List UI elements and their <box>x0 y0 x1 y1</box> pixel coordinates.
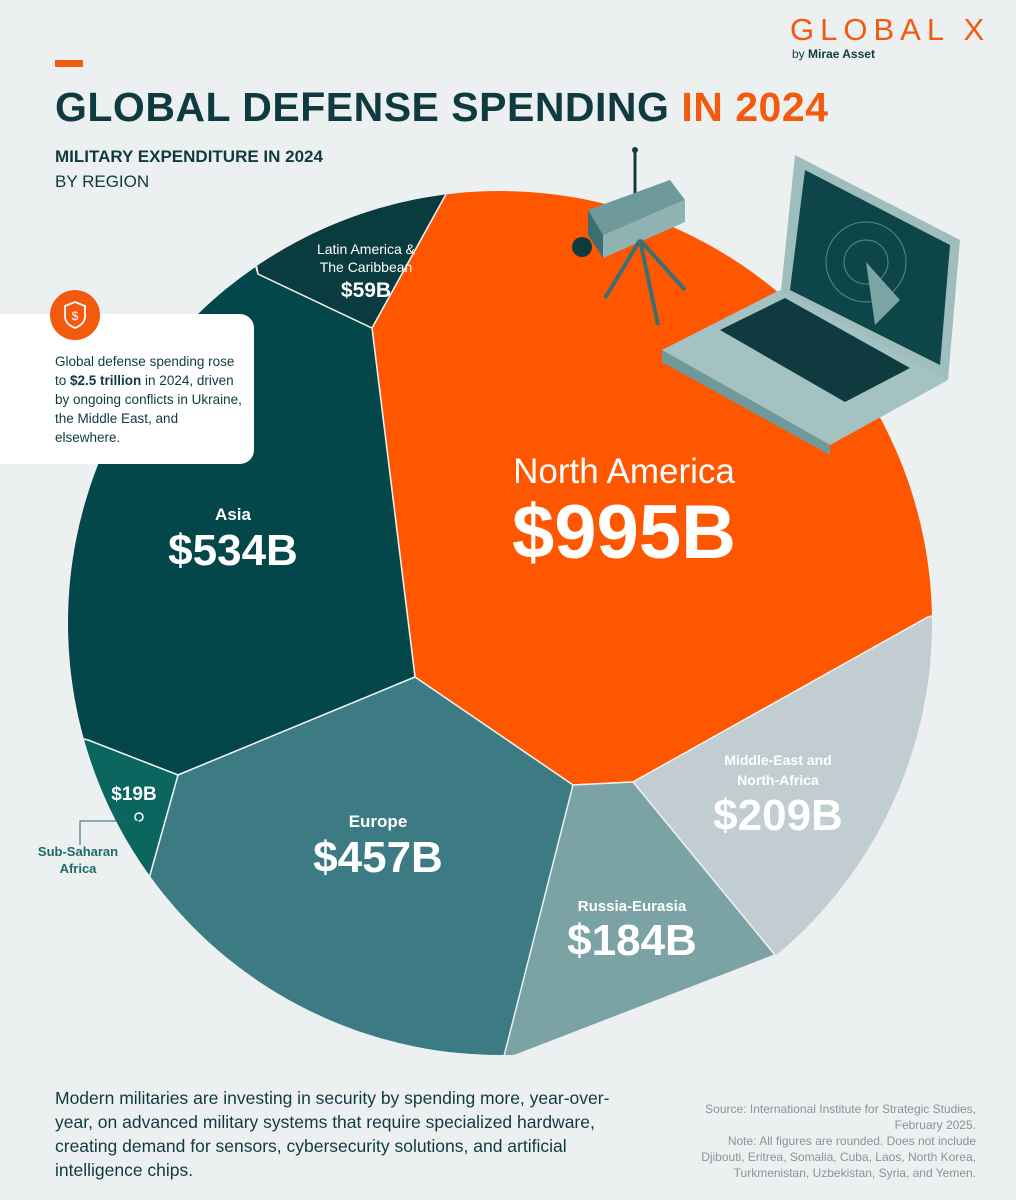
subtitle: MILITARY EXPENDITURE IN 2024 <box>55 147 323 166</box>
label-name: Middle-East and North-Africa <box>724 752 832 788</box>
logo-by: by <box>792 47 809 61</box>
laptop-illustration <box>662 155 960 455</box>
logo-by-name: Mirae Asset <box>808 47 875 61</box>
label-asia: Asia $534B <box>168 505 298 577</box>
label-ssa-value: $19B <box>111 784 157 805</box>
label-name: Latin America & The Caribbean <box>316 241 416 275</box>
label-mena: Middle-East and North-Africa $209B <box>713 750 843 842</box>
ssa-leader-line <box>79 820 139 845</box>
label-name: Russia-Eurasia <box>577 898 687 915</box>
source-text: Source: International Institute for Stra… <box>705 1102 976 1132</box>
global-x-logo: GLOBAL X <box>790 12 991 47</box>
footer-text: Modern militaries are investing in secur… <box>55 1088 610 1180</box>
source-note: Source: International Institute for Stra… <box>686 1101 976 1181</box>
dollar-shield-icon: $ <box>50 290 100 340</box>
title-main: GLOBAL DEFENSE SPENDING <box>55 84 682 130</box>
svg-text:$: $ <box>72 309 79 323</box>
callout-box: Global defense spending rose to $2.5 tri… <box>0 314 254 464</box>
label-name: Europe <box>348 812 408 831</box>
label-value: $534B <box>168 526 298 575</box>
logo-byline: by Mirae Asset <box>792 47 875 61</box>
label-name: North America <box>513 452 735 491</box>
subtitle-2: BY REGION <box>55 172 150 191</box>
label-value: $209B <box>713 791 843 840</box>
label-value: $995B <box>512 490 736 575</box>
label-latin-america: Latin America & The Caribbean $59B <box>306 240 426 306</box>
camera-illustration <box>572 147 687 326</box>
label-ssa-name: Sub-Saharan Africa <box>37 844 119 876</box>
callout-text-2: in 2024, driven by ongoing conflicts in … <box>55 373 242 445</box>
slice-russia-eurasia <box>501 781 777 1055</box>
title-highlight: IN 2024 <box>681 84 829 130</box>
accent-dash <box>55 60 83 67</box>
note-text: Note: All figures are rounded. Does not … <box>701 1134 976 1180</box>
label-name: Asia <box>215 505 251 524</box>
label-russia-eurasia: Russia-Eurasia $184B <box>567 898 697 967</box>
label-north-america: North America $995B <box>512 452 736 574</box>
slice-latin-america <box>229 191 489 329</box>
label-value: $184B <box>567 916 697 965</box>
label-europe: Europe $457B <box>313 812 443 884</box>
callout-bold: $2.5 trillion <box>70 373 142 388</box>
page-title: GLOBAL DEFENSE SPENDING IN 2024 <box>55 84 828 131</box>
callout-text: Global defense spending rose to $2.5 tri… <box>55 352 245 447</box>
callout-text-1: Global defense spending rose to <box>55 354 235 388</box>
label-value: $457B <box>313 833 443 882</box>
label-value: $59B <box>340 279 392 302</box>
